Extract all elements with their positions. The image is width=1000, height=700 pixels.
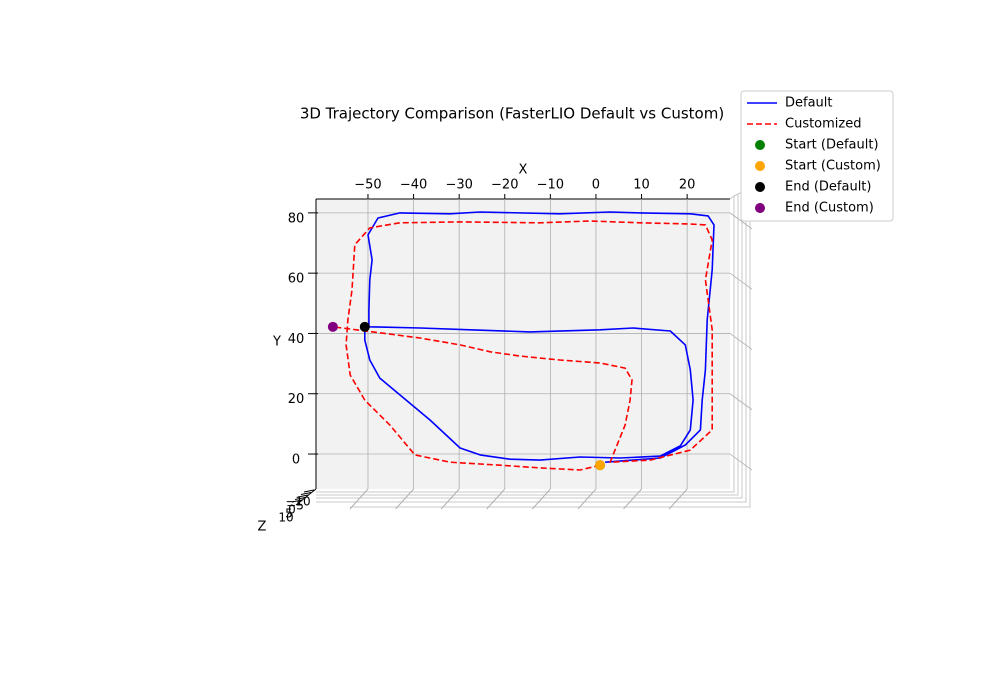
chart-title: 3D Trajectory Comparison (FasterLIO Defa…	[300, 105, 724, 123]
z-tick-label: 5	[285, 507, 293, 521]
point-marker	[359, 321, 370, 332]
pane	[316, 199, 730, 489]
x-axis-label: X	[519, 163, 528, 178]
z-axis-line	[295, 488, 317, 506]
z-tick	[294, 497, 306, 500]
x-depth-tick	[531, 488, 551, 510]
x-tick-label: −10	[537, 178, 564, 193]
pane-edge	[316, 191, 743, 499]
z-tick	[300, 492, 312, 495]
y-tick-label: 60	[288, 272, 305, 287]
x-tick-label: 0	[592, 178, 600, 193]
x-tick-label: −30	[445, 178, 472, 193]
z-tick-label: −5	[286, 499, 304, 513]
x-depth-tick	[577, 488, 597, 510]
y-tick-label: 40	[288, 332, 305, 347]
x-depth-tick	[668, 488, 688, 510]
z-axis-label: Z	[258, 520, 267, 535]
z-tick-label: 10	[278, 511, 293, 525]
legend-label: Start (Default)	[785, 138, 879, 153]
z-tick-label: 0	[288, 503, 296, 517]
point-marker	[327, 321, 338, 332]
x-tick-label: −20	[491, 178, 518, 193]
z-tick	[297, 494, 309, 498]
legend-label: Start (Custom)	[785, 159, 881, 174]
legend-marker	[755, 140, 765, 150]
z-tick	[303, 489, 315, 493]
x-depth-tick	[486, 488, 506, 510]
y-axis-label: Y	[272, 335, 281, 350]
legend	[740, 90, 894, 222]
y-depth-grid	[729, 453, 753, 471]
trajectory-line	[364, 211, 715, 463]
trajectory-line	[332, 220, 713, 471]
y-tick-label: 80	[288, 211, 305, 226]
x-tick-label: −40	[400, 178, 427, 193]
z-tick	[291, 499, 303, 503]
x-tick-label: −50	[354, 178, 381, 193]
point-marker	[595, 460, 606, 471]
pane-edge	[316, 195, 735, 493]
y-depth-grid	[729, 212, 753, 230]
legend-label: Customized	[785, 117, 862, 132]
y-depth-grid	[729, 272, 753, 290]
x-tick-label: 10	[633, 178, 650, 193]
x-depth-tick	[349, 488, 369, 510]
y-depth-grid	[729, 333, 753, 350]
legend-label: End (Custom)	[785, 201, 874, 216]
pane-edge	[316, 193, 739, 496]
legend-label: End (Default)	[785, 180, 871, 195]
x-depth-tick	[440, 488, 460, 510]
y-tick-label: 0	[292, 453, 300, 468]
x-tick-label: 20	[679, 178, 696, 193]
y-tick-label: 20	[288, 392, 305, 407]
legend-marker	[755, 161, 765, 171]
legend-marker	[755, 182, 765, 192]
legend-marker	[755, 203, 765, 213]
x-depth-tick	[395, 488, 414, 510]
legend-label: Default	[785, 96, 833, 111]
x-depth-tick	[623, 488, 642, 510]
y-depth-grid	[729, 393, 753, 411]
